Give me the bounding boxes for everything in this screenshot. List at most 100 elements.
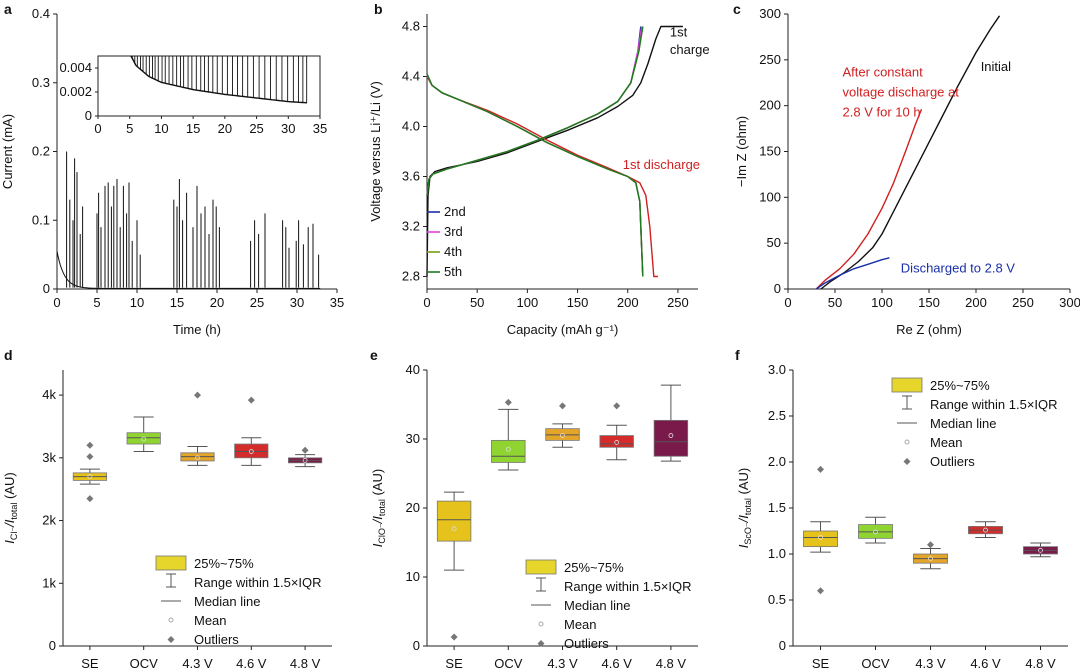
panel-e-clo-boxplot: e 0 10 20 30 40 SE OCV 4.3 V 4.6 V 4.8 V IClO⁻/Itot… — [370, 347, 698, 671]
y-tick-label: 2.8 — [402, 269, 420, 284]
box-0 — [436, 491, 472, 641]
inset-y-tick-label: 0 — [85, 108, 92, 123]
annotation: After constant — [843, 64, 924, 79]
inset-frame — [97, 55, 321, 117]
inset-x-tick-label: 5 — [126, 121, 133, 136]
panel-f-sco-boxplot: f 0 0.5 1.0 1.5 2.0 2.5 3.0 SE OCV 4.3 V 4.6 V 4.8 V… — [735, 347, 1068, 671]
box-2 — [180, 391, 215, 466]
legend-label: Median line — [194, 594, 261, 609]
legend-label: Mean — [194, 613, 227, 628]
category-label: OCV — [861, 656, 890, 671]
box-3 — [599, 402, 634, 461]
category-label: OCV — [130, 656, 159, 671]
legend-label: Range within 1.5×IQR — [194, 575, 322, 590]
inset-x-tick-label: 10 — [154, 121, 168, 136]
outlier-marker — [247, 396, 255, 404]
panel-b-voltage-vs-capacity: b 0 50 100 150 200 250 2.8 3.2 3.6 4.0 4.4 4.8 Capaci… — [368, 1, 710, 337]
box-4 — [288, 446, 323, 468]
legend-mean-swatch — [538, 621, 544, 627]
y-tick-label: 300 — [759, 6, 781, 21]
y-axis-title-part: /I — [2, 519, 17, 528]
box-2 — [545, 402, 580, 448]
y-tick-label: 3.2 — [402, 219, 420, 234]
mean-marker — [668, 433, 674, 438]
x-tick-label: 50 — [828, 295, 842, 310]
y-tick-label: 30 — [406, 431, 420, 446]
x-tick-label: 10 — [130, 295, 144, 310]
annotation: 1st — [670, 25, 688, 40]
annotation: 1st discharge — [623, 157, 700, 172]
y-tick-label: 0.1 — [32, 212, 50, 227]
x-tick-label: 0 — [423, 295, 430, 310]
x-tick-label: 20 — [210, 295, 224, 310]
y-tick-label: 0.5 — [768, 592, 786, 607]
box-2 — [913, 541, 948, 570]
inset-x-tick-label: 35 — [313, 121, 327, 136]
panel-letter: d — [4, 347, 13, 363]
outlier-marker — [927, 541, 934, 549]
category-label: SE — [81, 656, 99, 671]
outlier-marker — [504, 398, 512, 406]
y-axis-title: Voltage versus Li⁺/Li (V) — [368, 81, 383, 222]
inset-decay-curve — [130, 55, 308, 104]
box-legend: 25%~75% Range within 1.5×IQR Median line Me… — [891, 377, 1058, 469]
iqr-box — [436, 500, 472, 542]
y-tick-label: 100 — [759, 189, 781, 204]
panel-letter: f — [735, 347, 740, 363]
panel-letter: e — [370, 347, 378, 363]
y-tick-label: 1k — [42, 575, 56, 590]
y-tick-label: 4.4 — [402, 69, 420, 84]
mean-marker — [141, 436, 147, 442]
y-tick-label: 0 — [43, 281, 50, 296]
category-label: 4.3 V — [182, 656, 213, 671]
y-axis-title-part: /I — [370, 516, 385, 525]
x-tick-label: 300 — [1059, 295, 1080, 310]
mean-marker — [1038, 547, 1043, 553]
y-tick-label: 3.6 — [402, 169, 420, 184]
inset-x-tick-label: 30 — [281, 121, 295, 136]
y-axis-title-part: ClO⁻ — [377, 523, 387, 543]
y-axis-title-part: total — [377, 499, 387, 516]
outlier-marker — [450, 633, 458, 641]
box-4 — [1023, 542, 1058, 558]
baseline-current-curve — [56, 251, 321, 289]
x-tick-label: 150 — [918, 295, 940, 310]
legend-label: Outliers — [930, 454, 975, 469]
panel-letter: b — [374, 1, 383, 17]
box-legend: 25%~75% Range within 1.5×IQR Median line Me… — [525, 559, 692, 651]
x-tick-label: 50 — [470, 295, 484, 310]
panel-letter: a — [4, 1, 12, 17]
y-axis-title-part: /I — [736, 515, 751, 524]
x-axis-title: Re Z (ohm) — [896, 322, 962, 337]
mean-marker — [614, 440, 620, 445]
outlier-marker — [817, 465, 824, 473]
series-line-0 — [426, 25, 683, 277]
inset-y-tick-label: 0.002 — [59, 84, 92, 99]
impedance-series-1 — [815, 109, 923, 290]
series-line-5 — [426, 73, 644, 277]
outlier-marker — [301, 446, 309, 454]
category-label: 4.6 V — [602, 656, 633, 671]
legend-label: Mean — [930, 435, 963, 450]
y-tick-label: 1.5 — [768, 500, 786, 515]
legend-label: 25%~75% — [194, 556, 254, 571]
x-tick-label: 30 — [290, 295, 304, 310]
y-axis-title-part: (AU) — [370, 469, 385, 499]
category-label: 4.3 V — [915, 656, 946, 671]
panel-letter: c — [733, 1, 741, 17]
y-tick-label: 0 — [774, 281, 781, 296]
y-axis-title-part: total — [743, 498, 753, 515]
mean-marker — [195, 455, 200, 461]
y-tick-label: 0.3 — [32, 75, 50, 90]
y-tick-label: 250 — [759, 52, 781, 67]
outlier-marker — [86, 453, 94, 461]
legend-label: 3rd — [444, 224, 463, 239]
panel-a-current-vs-time: a 0 5 10 15 20 25 30 35 0 0.1 0.2 0.3 0.4 Time (h) Curr… — [0, 1, 344, 337]
y-tick-label: 2.5 — [768, 408, 786, 423]
legend-box-swatch — [891, 377, 923, 393]
iqr-box — [126, 432, 161, 445]
y-axis-title: ICl⁻/Itotal (AU) — [2, 472, 19, 543]
legend-label: Range within 1.5×IQR — [564, 579, 692, 594]
legend-label: 25%~75% — [564, 560, 624, 575]
